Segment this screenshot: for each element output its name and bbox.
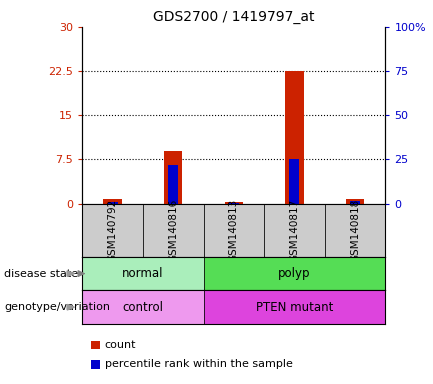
- Bar: [82, 204, 143, 257]
- Text: control: control: [123, 301, 163, 314]
- Text: PTEN mutant: PTEN mutant: [256, 301, 333, 314]
- Text: polyp: polyp: [278, 267, 311, 280]
- Bar: [264, 204, 325, 257]
- Bar: [285, 71, 304, 204]
- Bar: [204, 204, 264, 257]
- Text: GSM140792: GSM140792: [107, 199, 118, 262]
- Text: percentile rank within the sample: percentile rank within the sample: [105, 359, 293, 369]
- Bar: [346, 199, 364, 204]
- Bar: [107, 202, 118, 204]
- Text: GSM140818: GSM140818: [350, 199, 360, 262]
- Text: GSM140816: GSM140816: [168, 199, 178, 262]
- Bar: [164, 151, 182, 204]
- Bar: [82, 290, 204, 324]
- Text: GSM140817: GSM140817: [289, 199, 300, 262]
- Text: normal: normal: [122, 267, 164, 280]
- Bar: [82, 257, 204, 290]
- Bar: [229, 203, 239, 204]
- Bar: [350, 201, 360, 204]
- Text: disease state: disease state: [4, 268, 78, 279]
- Bar: [103, 199, 122, 204]
- Text: genotype/variation: genotype/variation: [4, 302, 110, 312]
- Bar: [325, 204, 385, 257]
- Bar: [143, 204, 204, 257]
- Text: GSM140813: GSM140813: [229, 199, 239, 262]
- Text: count: count: [105, 340, 136, 350]
- Bar: [204, 290, 385, 324]
- Bar: [204, 257, 385, 290]
- Bar: [289, 159, 300, 204]
- Title: GDS2700 / 1419797_at: GDS2700 / 1419797_at: [153, 10, 314, 25]
- Bar: [168, 165, 178, 204]
- Bar: [225, 202, 243, 204]
